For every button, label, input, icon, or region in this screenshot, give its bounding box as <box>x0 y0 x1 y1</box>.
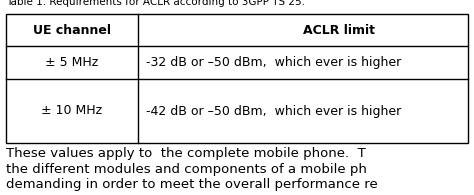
Text: ± 10 MHz: ± 10 MHz <box>41 105 102 118</box>
Text: UE channel: UE channel <box>33 24 111 36</box>
Text: Table 1. Requirements for ACLR according to 3GPP TS 25.: Table 1. Requirements for ACLR according… <box>6 0 305 7</box>
Text: ± 5 MHz: ± 5 MHz <box>45 56 99 69</box>
Text: demanding in order to meet the overall performance re: demanding in order to meet the overall p… <box>6 178 378 191</box>
Text: These values apply to  the complete mobile phone.  T: These values apply to the complete mobil… <box>6 147 366 160</box>
Text: -42 dB or –50 dBm,  which ever is higher: -42 dB or –50 dBm, which ever is higher <box>146 105 401 118</box>
Text: the different modules and components of a mobile ph: the different modules and components of … <box>6 162 367 176</box>
Text: -32 dB or –50 dBm,  which ever is higher: -32 dB or –50 dBm, which ever is higher <box>146 56 401 69</box>
Bar <box>6 14 468 143</box>
Text: ACLR limit: ACLR limit <box>303 24 375 36</box>
